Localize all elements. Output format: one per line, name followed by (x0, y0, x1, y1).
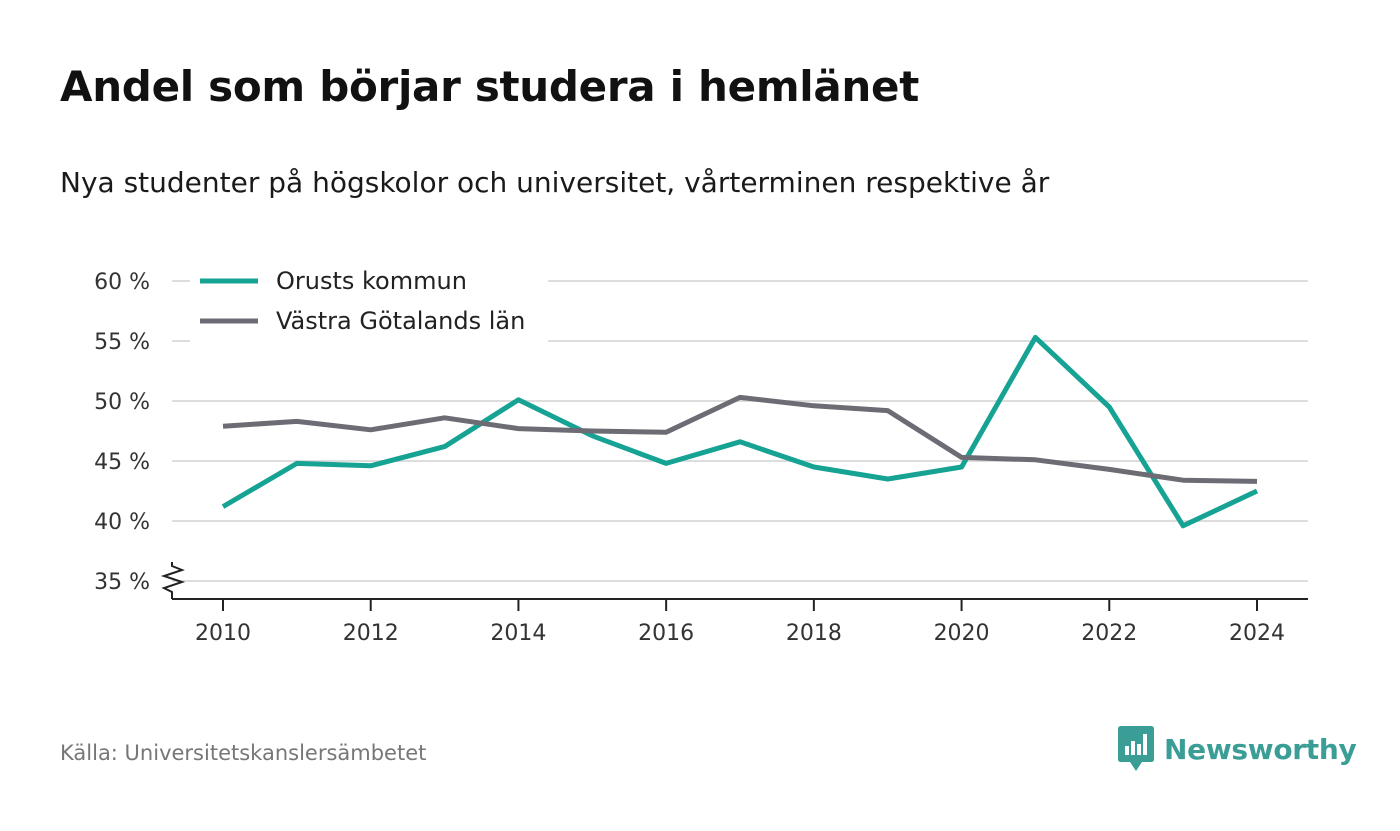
y-tick-label: 45 % (94, 450, 150, 475)
y-axis-break (160, 562, 186, 599)
y-tick-label: 35 % (94, 570, 150, 595)
y-tick-label: 50 % (94, 390, 150, 415)
brand-logo: Newsworthy (1118, 726, 1357, 772)
legend-label: Orusts kommun (276, 267, 467, 295)
y-tick-label: 60 % (94, 270, 150, 295)
x-tick-label: 2020 (934, 621, 990, 646)
x-tick-label: 2018 (786, 621, 842, 646)
x-tick-label: 2024 (1229, 621, 1285, 646)
line-chart: 35 %40 %45 %50 %55 %60 % 2010 2012 2014 201… (94, 262, 1308, 646)
x-tick-label: 2014 (490, 621, 546, 646)
legend-label: Västra Götalands län (276, 307, 525, 335)
series-line-vastra-gotalands-lan (222, 394, 1258, 484)
y-tick-label: 55 % (94, 330, 150, 355)
source-note: Källa: Universitetskanslersämbetet (60, 741, 427, 765)
y-tick-label: 40 % (94, 510, 150, 535)
x-tick-label: 2010 (195, 621, 251, 646)
series-lines (221, 334, 1259, 529)
brand-name: Newsworthy (1164, 732, 1357, 766)
axes (160, 562, 1308, 600)
series-line-orusts-kommun (221, 334, 1259, 529)
x-tick-label: 2012 (343, 621, 399, 646)
x-tick-label: 2016 (638, 621, 694, 646)
x-tick-label: 2022 (1081, 621, 1137, 646)
legend-background (190, 262, 548, 344)
chart-subtitle: Nya studenter på högskolor och universit… (60, 166, 1050, 199)
legend: Orusts kommun Västra Götalands län (190, 262, 548, 344)
chart-title: Andel som börjar studera i hemlänet (60, 62, 919, 111)
newsworthy-logo-icon (1118, 726, 1154, 771)
x-axis-ticks: 2010 2012 2014 2016 2018 2020 2022 2024 (195, 599, 1285, 646)
y-axis-ticks: 35 % 40 % 45 % 50 % 55 % 60 % (94, 270, 150, 595)
